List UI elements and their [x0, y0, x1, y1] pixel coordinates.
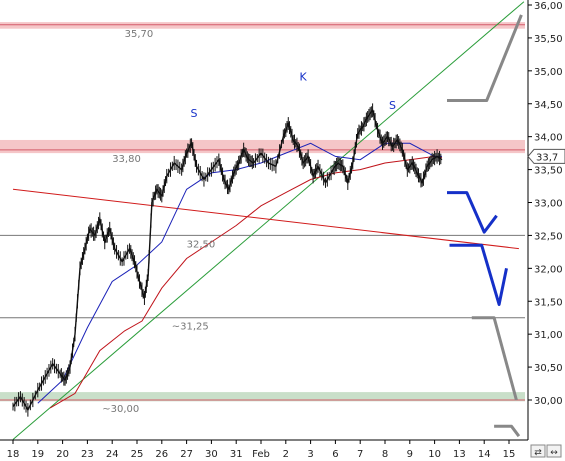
- level-labels: 35,70 33,80 32,50 ~31,25 ~30,00: [102, 29, 215, 415]
- moving-average-red: [49, 155, 443, 409]
- scroll-controls[interactable]: ⇄ ↔: [530, 444, 562, 458]
- x-tick-label: 19: [31, 449, 44, 460]
- x-tick-label: 25: [131, 449, 144, 460]
- last-price-label: 33,7: [536, 152, 558, 163]
- scenario-arrow: [494, 424, 521, 438]
- y-tick-label: 35,00: [534, 67, 563, 78]
- x-tick-label: 27: [180, 449, 193, 460]
- y-tick-label: 31,00: [534, 330, 563, 341]
- level-label: 35,70: [125, 29, 154, 40]
- y-axis: 36,00 35,50 35,00 34,50 34,00 33,50 33,00 32,50…: [527, 0, 563, 440]
- x-tick-label: 10: [428, 449, 441, 460]
- level-zone: [0, 392, 525, 402]
- scroll-left-button[interactable]: [530, 444, 546, 458]
- scenario-arrow: [447, 14, 523, 102]
- y-tick-label: 33,50: [534, 166, 563, 177]
- scenario-arrow: [471, 316, 518, 401]
- y-tick-label: 30,50: [534, 363, 563, 374]
- x-tick-label: 8: [382, 449, 388, 460]
- scenario-arrows: [447, 14, 523, 438]
- level-label: 33,80: [112, 154, 141, 165]
- y-tick-label: 34,50: [534, 100, 563, 111]
- y-tick-label: 36,00: [534, 1, 563, 12]
- arrow-expand-icon: ↔: [550, 448, 558, 458]
- x-tick-label: 26: [155, 449, 168, 460]
- y-tick-label: 32,50: [534, 231, 563, 242]
- scroll-right-button[interactable]: [546, 444, 562, 458]
- y-tick-label: 31,50: [534, 297, 563, 308]
- y-tick-label: 30,00: [534, 396, 563, 407]
- x-tick-label: Feb: [252, 449, 270, 460]
- y-tick-label: 32,00: [534, 264, 563, 275]
- pattern-label: K: [300, 71, 308, 84]
- pattern-label: S: [191, 107, 198, 120]
- x-axis: 18 19 20 23 24 25 26 27 30 31 Feb 2 3 6 7 8 9 10 13 14 15: [0, 439, 528, 460]
- price-series: [12, 103, 443, 417]
- x-tick-label: 30: [205, 449, 218, 460]
- level-zone: [0, 22, 525, 29]
- x-tick-label: 31: [230, 449, 243, 460]
- x-tick-label: 3: [307, 449, 313, 460]
- trendline: [12, 188, 519, 250]
- x-tick-label: 23: [81, 449, 94, 460]
- x-tick-label: 20: [56, 449, 69, 460]
- level-label: ~31,25: [172, 322, 209, 333]
- level-label: ~30,00: [102, 404, 139, 415]
- pattern-labels: S K S: [191, 71, 396, 120]
- trendline: [12, 1, 525, 440]
- scenario-arrow: [449, 243, 508, 306]
- trendlines: [12, 1, 525, 440]
- x-tick-label: 13: [453, 449, 466, 460]
- pattern-label: S: [389, 99, 396, 112]
- x-tick-label: 9: [407, 449, 413, 460]
- arrow-left-right-icon: ⇄: [534, 448, 542, 458]
- y-tick-label: 34,00: [534, 133, 563, 144]
- x-tick-label: 18: [7, 449, 20, 460]
- last-price-marker: 33,7: [527, 148, 565, 164]
- level-label: 32,50: [187, 239, 216, 250]
- last-price-box: [527, 148, 565, 164]
- x-tick-label: 15: [503, 449, 516, 460]
- x-tick-label: 6: [332, 449, 338, 460]
- x-tick-label: 2: [283, 449, 289, 460]
- y-tick-label: 35,50: [534, 34, 563, 45]
- x-tick-label: 24: [106, 449, 119, 460]
- y-tick-label: 33,00: [534, 199, 563, 210]
- x-tick-label: 7: [357, 449, 363, 460]
- x-tick-label: 14: [478, 449, 491, 460]
- scenario-arrow: [447, 191, 498, 234]
